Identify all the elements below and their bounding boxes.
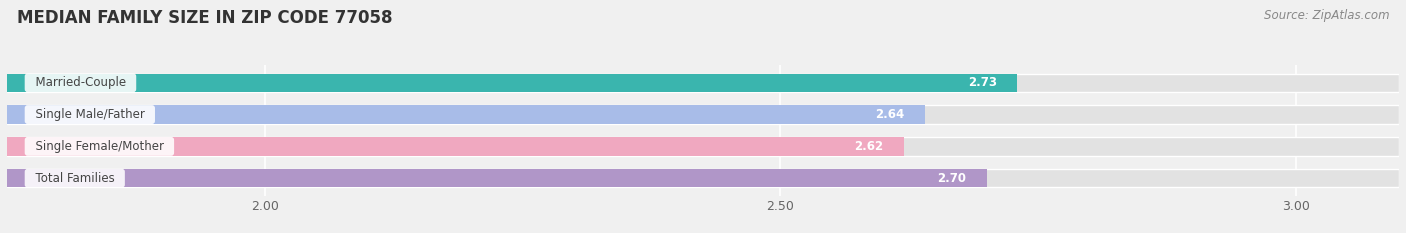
Text: 2.70: 2.70 — [936, 172, 966, 185]
Bar — [7, 169, 987, 187]
Text: MEDIAN FAMILY SIZE IN ZIP CODE 77058: MEDIAN FAMILY SIZE IN ZIP CODE 77058 — [17, 9, 392, 27]
Text: Married-Couple: Married-Couple — [28, 76, 134, 89]
Text: Source: ZipAtlas.com: Source: ZipAtlas.com — [1264, 9, 1389, 22]
Bar — [7, 105, 925, 124]
Bar — [7, 137, 1399, 156]
Text: 2.64: 2.64 — [875, 108, 904, 121]
Text: Single Female/Mother: Single Female/Mother — [28, 140, 172, 153]
Bar — [7, 169, 1399, 187]
Text: Total Families: Total Families — [28, 172, 122, 185]
Text: Single Male/Father: Single Male/Father — [28, 108, 152, 121]
Text: 2.73: 2.73 — [967, 76, 997, 89]
Bar — [7, 137, 904, 156]
Bar — [7, 74, 1018, 92]
Bar — [7, 74, 1399, 92]
Text: 2.62: 2.62 — [855, 140, 883, 153]
Bar — [7, 105, 1399, 124]
